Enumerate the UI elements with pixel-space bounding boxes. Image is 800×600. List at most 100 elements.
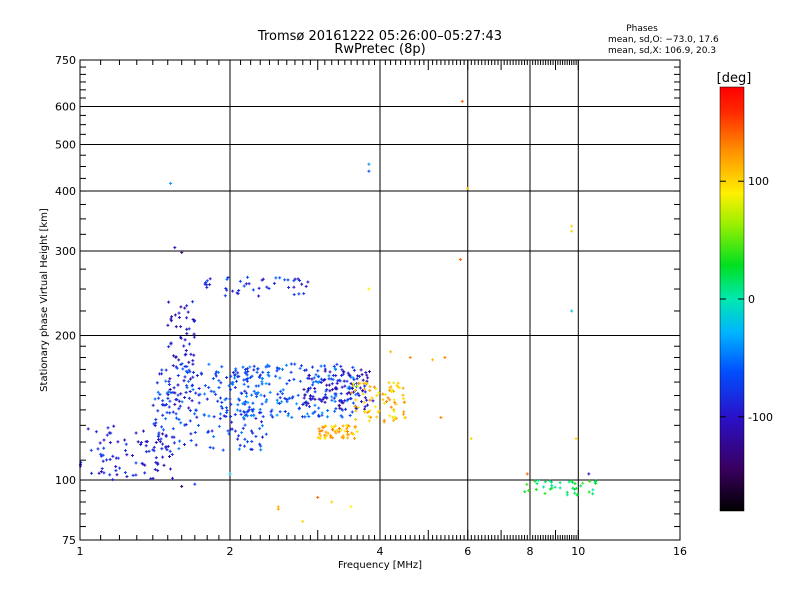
data-point [212, 377, 214, 381]
data-point [319, 398, 321, 402]
data-point [170, 391, 172, 395]
data-point [262, 377, 264, 381]
data-point [384, 393, 386, 396]
data-point [234, 373, 236, 377]
data-point [187, 371, 188, 375]
data-point [170, 181, 172, 185]
data-point [217, 399, 219, 403]
data-point [262, 277, 264, 281]
data-point [337, 379, 339, 383]
data-point [171, 435, 173, 439]
data-point [352, 376, 354, 380]
data-point [289, 396, 291, 400]
data-point [161, 368, 163, 372]
data-point [332, 378, 334, 382]
data-point [260, 393, 262, 397]
data-point [166, 448, 168, 452]
data-point [293, 279, 295, 283]
data-point [404, 416, 406, 420]
data-point [132, 473, 134, 477]
data-point [195, 443, 197, 447]
data-point [350, 505, 352, 509]
data-point [312, 365, 313, 369]
data-point [152, 448, 154, 452]
data-point [90, 448, 92, 452]
data-point [325, 430, 327, 434]
data-point [351, 410, 353, 414]
data-point [180, 421, 182, 425]
data-point [377, 410, 379, 414]
data-point [364, 396, 366, 400]
data-point [286, 382, 288, 386]
data-point [166, 411, 168, 415]
data-point [307, 280, 309, 284]
data-point [320, 377, 322, 381]
data-point [166, 391, 168, 395]
data-point [321, 411, 323, 415]
data-point [142, 462, 144, 466]
data-point [245, 282, 247, 286]
data-point [354, 426, 356, 430]
data-point [126, 475, 128, 479]
data-point [326, 434, 328, 438]
data-point [279, 402, 281, 405]
data-point [217, 370, 219, 374]
data-point [159, 372, 161, 376]
data-point [344, 429, 346, 433]
data-point [276, 413, 278, 417]
data-point [294, 362, 296, 366]
data-point [175, 412, 177, 416]
data-point [115, 456, 117, 460]
data-point [588, 472, 590, 476]
data-point [253, 364, 255, 368]
data-point [309, 397, 311, 401]
data-point [319, 429, 321, 433]
data-point [249, 365, 251, 369]
data-point [259, 373, 261, 377]
data-point [192, 359, 194, 363]
data-point [340, 414, 342, 418]
data-point [180, 363, 182, 366]
data-point [251, 374, 253, 378]
data-point [267, 371, 269, 374]
data-point [193, 335, 195, 339]
data-point [192, 375, 194, 379]
data-point [362, 392, 364, 396]
data-point [257, 367, 259, 371]
data-point [230, 427, 232, 431]
data-point [334, 430, 336, 434]
data-point [331, 395, 333, 399]
data-point [365, 371, 367, 374]
data-point [168, 390, 170, 394]
data-point [180, 325, 182, 329]
data-point [292, 395, 294, 399]
data-point [307, 401, 309, 405]
data-point [330, 433, 332, 437]
data-point [148, 449, 150, 453]
data-point [357, 384, 358, 388]
data-point [326, 388, 328, 391]
data-point [165, 379, 167, 383]
data-point [361, 400, 362, 404]
data-point [354, 404, 356, 408]
data-point [155, 461, 157, 464]
data-point [315, 379, 317, 383]
data-point [391, 388, 393, 392]
data-point [170, 317, 172, 321]
data-point [389, 398, 391, 402]
data-point [314, 397, 316, 401]
colorbar-tick-label: 0 [748, 293, 755, 306]
data-point [365, 381, 367, 385]
data-point [244, 423, 246, 427]
data-point [375, 387, 377, 391]
data-point [305, 284, 307, 288]
data-point [157, 390, 159, 394]
legend-title: Phases [626, 24, 658, 34]
data-point [368, 287, 370, 291]
data-point [470, 437, 472, 441]
data-point [293, 293, 295, 297]
data-point [297, 393, 299, 397]
data-point [176, 366, 178, 370]
data-point [393, 389, 394, 393]
data-point [287, 414, 289, 418]
